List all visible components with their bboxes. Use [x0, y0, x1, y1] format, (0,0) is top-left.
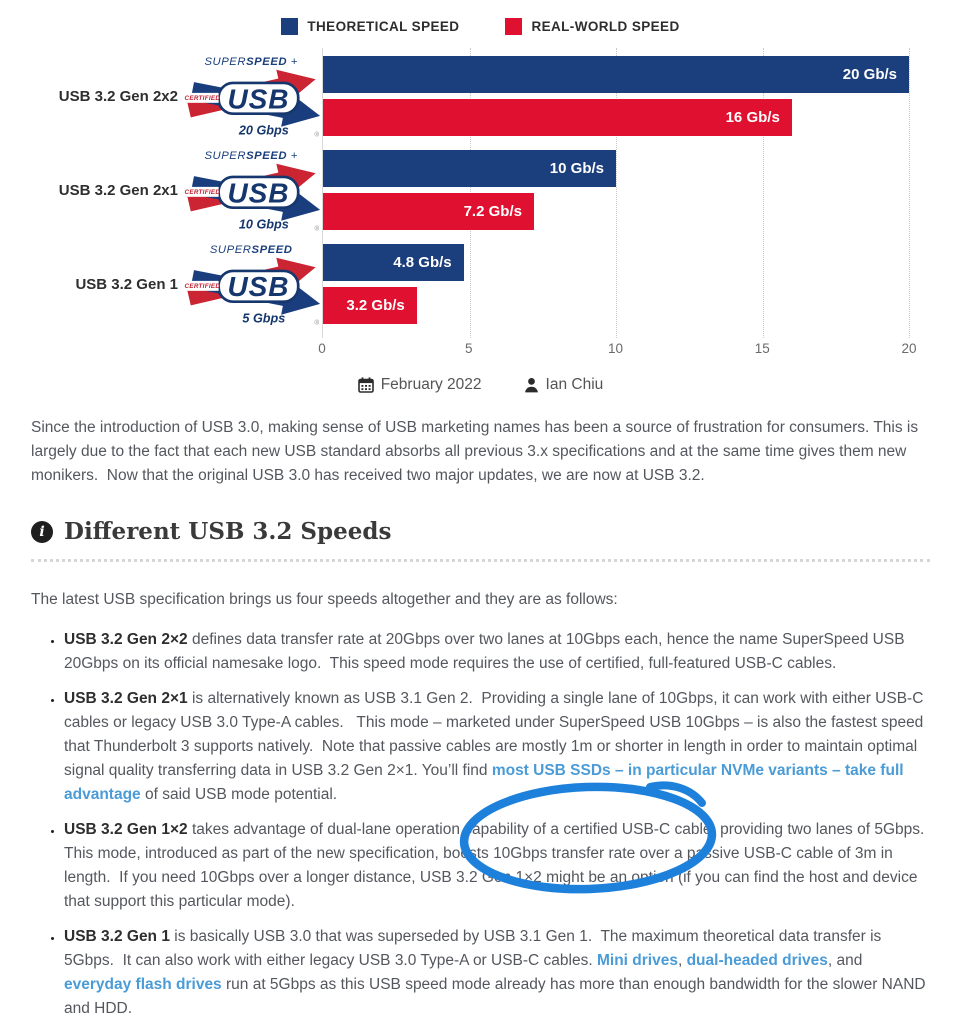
- category-label: USB 3.2 Gen 2x1: [58, 181, 178, 199]
- svg-text:10 Gbps: 10 Gbps: [239, 217, 289, 231]
- bar-value-label: 3.2 Gb/s: [346, 297, 405, 314]
- body-text: ,: [677, 951, 687, 969]
- bar: 20 Gb/s: [323, 56, 909, 93]
- speed-chart: THEORETICAL SPEED REAL-WORLD SPEED USB 3.…: [0, 0, 961, 360]
- chart-legend: THEORETICAL SPEED REAL-WORLD SPEED: [0, 16, 961, 36]
- speed-list: USB 3.2 Gen 2×2 defines data transfer ra…: [31, 628, 930, 1021]
- gridline: [616, 48, 617, 338]
- svg-text:5 Gbps: 5 Gbps: [242, 311, 285, 325]
- bar-value-label: 16 Gb/s: [725, 109, 780, 126]
- gridline: [762, 48, 764, 338]
- legend-label: REAL-WORLD SPEED: [531, 18, 680, 34]
- body-text: is basically USB 3.0 that was superseded…: [64, 927, 882, 969]
- gridline: [909, 48, 910, 338]
- svg-text:®: ®: [314, 224, 319, 232]
- usb-certified-logo: SUPERSPEED + USB CERTIFIED 10 Gbps ®: [185, 149, 321, 232]
- axis-tick-label: 20: [901, 341, 917, 356]
- info-icon: i: [31, 520, 53, 543]
- bar-value-label: 7.2 Gb/s: [463, 203, 522, 220]
- bar: 3.2 Gb/s: [323, 287, 417, 324]
- bold-term: USB 3.2 Gen 1: [64, 927, 170, 945]
- legend-item: THEORETICAL SPEED: [281, 17, 460, 35]
- inline-link[interactable]: dual-headed drives: [686, 951, 828, 969]
- post-date-label: February 2022: [380, 376, 482, 393]
- bar-group: 4.8 Gb/s 3.2 Gb/s: [323, 244, 909, 324]
- post-author: Ian Chiu: [524, 376, 604, 394]
- chart-category-column: USB 3.2 Gen 2x2 SUPERSPEED + USB CERTIFI…: [0, 48, 322, 338]
- bar: 16 Gb/s: [323, 99, 792, 136]
- author-icon: [524, 378, 538, 393]
- body-text: takes advantage of dual-lane operation c…: [64, 820, 929, 910]
- svg-text:SUPERSPEED +: SUPERSPEED +: [204, 149, 297, 161]
- list-item: USB 3.2 Gen 1 is basically USB 3.0 that …: [64, 925, 930, 1021]
- axis-tick-label: 5: [464, 341, 473, 356]
- inline-link[interactable]: Mini drives: [596, 951, 678, 969]
- body-text: defines data transfer rate at 20Gbps ove…: [64, 630, 905, 672]
- bar-value-label: 10 Gb/s: [549, 160, 604, 177]
- svg-text:CERTIFIED: CERTIFIED: [185, 283, 221, 290]
- svg-text:USB: USB: [227, 271, 289, 302]
- legend-label: THEORETICAL SPEED: [307, 18, 460, 34]
- category-label: USB 3.2 Gen 2x2: [58, 87, 178, 105]
- post-author-label: Ian Chiu: [545, 376, 604, 393]
- svg-text:SUPERSPEED: SUPERSPEED: [210, 243, 293, 255]
- legend-item: REAL-WORLD SPEED: [505, 17, 680, 35]
- legend-swatch: [281, 17, 299, 35]
- chart-category-row: USB 3.2 Gen 1 SUPERSPEED USB CERTIFIED 5…: [0, 243, 322, 326]
- post-meta: February 2022 Ian Chiu: [0, 376, 961, 394]
- section-title: Different USB 3.2 Speeds: [64, 518, 392, 545]
- intro-paragraph: Since the introduction of USB 3.0, makin…: [31, 419, 919, 484]
- bold-term: USB 3.2 Gen 2×2: [64, 630, 188, 648]
- bar: 4.8 Gb/s: [323, 244, 464, 281]
- usb-certified-logo: SUPERSPEED USB CERTIFIED 5 Gbps ®: [185, 243, 321, 326]
- svg-text:USB: USB: [227, 177, 289, 208]
- bar-value-label: 4.8 Gb/s: [393, 254, 452, 271]
- calendar-icon: [357, 377, 374, 393]
- chart-plot-area: 20 Gb/s 16 Gb/s 10 Gb/s 7.2 Gb/s 4.8 Gb/s 3.2…: [322, 48, 910, 338]
- bar-group: 20 Gb/s 16 Gb/s: [323, 56, 909, 136]
- section-heading: i Different USB 3.2 Speeds: [31, 518, 930, 545]
- bar-value-label: 20 Gb/s: [842, 66, 897, 83]
- bold-term: USB 3.2 Gen 2×1: [64, 689, 188, 707]
- bar: 10 Gb/s: [323, 150, 616, 187]
- usb-certified-logo: SUPERSPEED + USB CERTIFIED 20 Gbps ®: [185, 55, 321, 138]
- post-date: February 2022: [357, 376, 482, 394]
- svg-text:®: ®: [314, 318, 319, 326]
- chart-category-row: USB 3.2 Gen 2x1 SUPERSPEED + USB CERTIFI…: [0, 149, 322, 232]
- bar: 7.2 Gb/s: [323, 193, 534, 230]
- legend-swatch: [505, 17, 523, 35]
- bar-group: 10 Gb/s 7.2 Gb/s: [323, 150, 909, 230]
- svg-text:®: ®: [314, 130, 319, 138]
- svg-text:CERTIFIED: CERTIFIED: [185, 95, 221, 102]
- svg-text:SUPERSPEED +: SUPERSPEED +: [204, 55, 297, 67]
- list-item: USB 3.2 Gen 1×2 takes advantage of dual-…: [64, 818, 930, 914]
- body-text: is alternatively known as USB 3.1 Gen 2.…: [64, 689, 924, 779]
- category-label: USB 3.2 Gen 1: [75, 275, 178, 293]
- bold-term: USB 3.2 Gen 1×2: [64, 820, 188, 838]
- axis-tick-label: 15: [754, 341, 770, 356]
- inline-link[interactable]: most USB SSDs – in particular NVMe varia…: [64, 761, 904, 803]
- list-item: USB 3.2 Gen 2×2 defines data transfer ra…: [64, 628, 930, 676]
- chart-x-axis: 0 5 10 15 20: [318, 338, 916, 360]
- svg-text:20 Gbps: 20 Gbps: [238, 123, 289, 137]
- chart-category-row: USB 3.2 Gen 2x2 SUPERSPEED + USB CERTIFI…: [0, 55, 322, 138]
- lead-paragraph: The latest USB specification brings us f…: [31, 591, 618, 608]
- axis-tick-label: 0: [318, 341, 326, 356]
- body-text: , and: [827, 951, 863, 969]
- list-item: USB 3.2 Gen 2×1 is alternatively known a…: [64, 687, 930, 807]
- inline-link[interactable]: everyday flash drives: [64, 975, 222, 993]
- svg-text:USB: USB: [227, 83, 289, 114]
- axis-tick-label: 10: [607, 341, 624, 356]
- svg-text:CERTIFIED: CERTIFIED: [185, 189, 221, 196]
- body-text: of said USB mode potential.: [140, 785, 338, 803]
- dotted-separator: [31, 559, 930, 562]
